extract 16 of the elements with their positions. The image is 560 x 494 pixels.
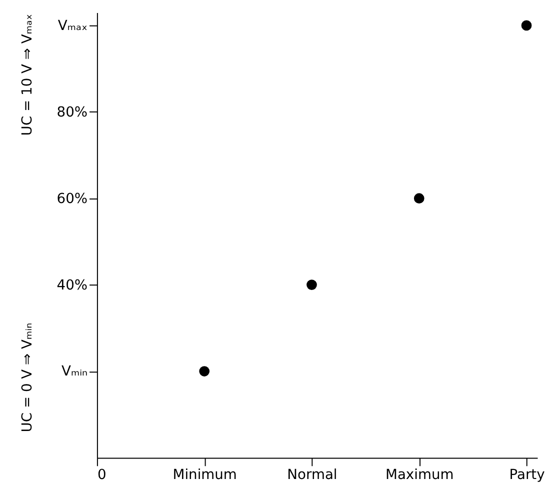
y-tick-label: Vₘᵢₙ xyxy=(61,364,88,380)
y-tick-label: 40% xyxy=(56,277,88,294)
text: UC = 10 V ⇒ Vₘₐₓ xyxy=(20,14,36,136)
y-tick-label: Vₘₐₓ xyxy=(58,18,88,34)
point xyxy=(521,20,532,31)
x-tick-label: Normal xyxy=(287,466,338,483)
x-tick-label: Maximum xyxy=(386,466,454,483)
x-tick-label: 0 xyxy=(97,466,106,483)
point xyxy=(414,193,424,204)
y-tick-label: 60% xyxy=(56,190,88,207)
text: UC = 0 V ⇒ Vₘᵢₙ xyxy=(20,322,36,432)
point xyxy=(306,280,317,290)
x-tick-label: Minimum xyxy=(172,466,237,483)
y-tick-label: 80% xyxy=(56,104,88,120)
x-tick-label: Party xyxy=(509,466,545,483)
point xyxy=(199,366,210,376)
